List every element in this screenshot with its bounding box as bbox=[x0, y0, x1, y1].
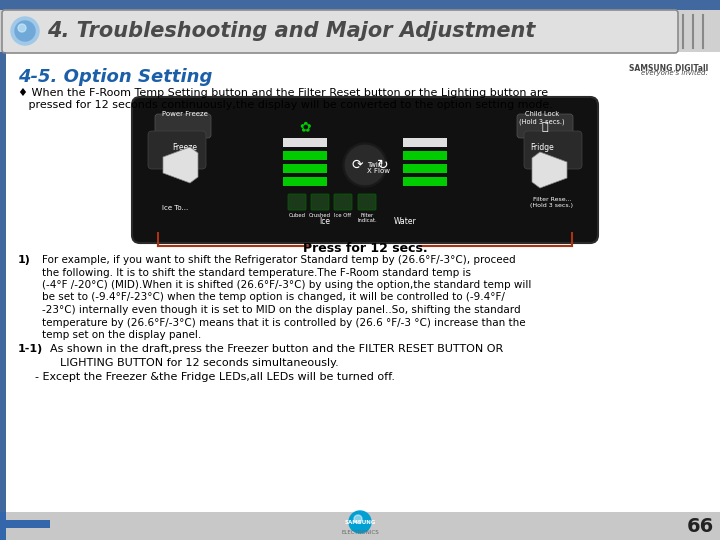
Circle shape bbox=[345, 145, 385, 185]
FancyBboxPatch shape bbox=[0, 0, 720, 10]
FancyBboxPatch shape bbox=[0, 52, 6, 512]
FancyBboxPatch shape bbox=[283, 177, 327, 186]
Text: Filter Rese...
(Hold 3 secs.): Filter Rese... (Hold 3 secs.) bbox=[531, 197, 574, 208]
FancyBboxPatch shape bbox=[155, 114, 211, 138]
Text: ↻: ↻ bbox=[377, 158, 389, 172]
Text: Water: Water bbox=[394, 217, 416, 226]
FancyBboxPatch shape bbox=[517, 114, 573, 138]
Text: 4. Troubleshooting and Major Adjustment: 4. Troubleshooting and Major Adjustment bbox=[47, 21, 536, 41]
Polygon shape bbox=[163, 147, 198, 183]
FancyBboxPatch shape bbox=[358, 194, 376, 210]
Text: temperature by (26.6°F/-3°C) means that it is controlled by (26.6 °F/-3 °C) incr: temperature by (26.6°F/-3°C) means that … bbox=[42, 318, 526, 327]
Text: ELECTRONICS: ELECTRONICS bbox=[341, 530, 379, 535]
Text: (-4°F /-20°C) (MID).When it is shifted (26.6°F/-3°C) by using the option,the sta: (-4°F /-20°C) (MID).When it is shifted (… bbox=[42, 280, 531, 290]
Text: Ice Off: Ice Off bbox=[335, 213, 351, 218]
Polygon shape bbox=[532, 152, 567, 188]
Text: - Except the Freezer &the Fridge LEDs,all LEDs will be turned off.: - Except the Freezer &the Fridge LEDs,al… bbox=[35, 372, 395, 381]
Text: Twin: Twin bbox=[367, 162, 382, 168]
Circle shape bbox=[15, 21, 35, 41]
Text: Crushed: Crushed bbox=[309, 213, 331, 218]
Text: Freeze: Freeze bbox=[173, 143, 197, 152]
Circle shape bbox=[11, 17, 39, 45]
FancyBboxPatch shape bbox=[403, 164, 447, 173]
FancyBboxPatch shape bbox=[403, 177, 447, 186]
Text: Child Lock
(Hold 3 secs.): Child Lock (Hold 3 secs.) bbox=[519, 111, 564, 125]
Text: ✿: ✿ bbox=[300, 120, 311, 134]
Text: -23°C) internally even though it is set to MID on the display panel..So, shiftin: -23°C) internally even though it is set … bbox=[42, 305, 521, 315]
FancyBboxPatch shape bbox=[0, 512, 6, 540]
Text: X Flow: X Flow bbox=[367, 168, 390, 174]
Text: temp set on the display panel.: temp set on the display panel. bbox=[42, 330, 202, 340]
FancyBboxPatch shape bbox=[288, 194, 306, 210]
Text: 🔒: 🔒 bbox=[541, 122, 549, 132]
Text: pressed for 12 seconds continuously,the display will be converted to the option : pressed for 12 seconds continuously,the … bbox=[18, 100, 553, 110]
Circle shape bbox=[18, 24, 26, 32]
FancyBboxPatch shape bbox=[0, 10, 720, 53]
FancyBboxPatch shape bbox=[283, 164, 327, 173]
Text: LIGHTING BUTTON for 12 seconds simultaneously.: LIGHTING BUTTON for 12 seconds simultane… bbox=[60, 357, 338, 368]
FancyBboxPatch shape bbox=[283, 151, 327, 160]
Text: everyone's invited.: everyone's invited. bbox=[642, 70, 708, 76]
Text: 4-5. Option Setting: 4-5. Option Setting bbox=[18, 68, 212, 86]
Text: 1): 1) bbox=[18, 255, 31, 265]
Text: the following. It is to shift the standard temperature.The F-Room standard temp : the following. It is to shift the standa… bbox=[42, 267, 471, 278]
Circle shape bbox=[354, 515, 362, 523]
Text: SAMSUNG DIGITall: SAMSUNG DIGITall bbox=[629, 64, 708, 73]
FancyBboxPatch shape bbox=[524, 131, 582, 169]
FancyBboxPatch shape bbox=[283, 138, 327, 147]
Text: be set to (-9.4°F/-23°C) when the temp option is changed, it will be controlled : be set to (-9.4°F/-23°C) when the temp o… bbox=[42, 293, 505, 302]
FancyBboxPatch shape bbox=[0, 520, 50, 528]
Text: As shown in the draft,press the Freezer button and the FILTER RESET BUTTON OR: As shown in the draft,press the Freezer … bbox=[50, 345, 503, 354]
Text: ♦ When the F-Room Temp Setting button and the Filter Reset button or the Lightin: ♦ When the F-Room Temp Setting button an… bbox=[18, 88, 548, 98]
Text: Filter
Indicat.: Filter Indicat. bbox=[357, 213, 377, 224]
FancyBboxPatch shape bbox=[132, 97, 598, 243]
Circle shape bbox=[343, 143, 387, 187]
Text: Fridge: Fridge bbox=[530, 143, 554, 152]
Text: Ice: Ice bbox=[320, 217, 330, 226]
Text: Cubed: Cubed bbox=[289, 213, 305, 218]
Text: SAMSUNG: SAMSUNG bbox=[344, 519, 376, 524]
Text: ⟳: ⟳ bbox=[351, 158, 363, 172]
Text: 1-1): 1-1) bbox=[18, 345, 43, 354]
Text: Power Freeze: Power Freeze bbox=[162, 111, 208, 117]
FancyBboxPatch shape bbox=[403, 138, 447, 147]
Text: Ice To...: Ice To... bbox=[162, 205, 188, 211]
FancyBboxPatch shape bbox=[0, 52, 720, 512]
FancyBboxPatch shape bbox=[403, 151, 447, 160]
Text: Press for 12 secs.: Press for 12 secs. bbox=[302, 242, 427, 255]
FancyBboxPatch shape bbox=[148, 131, 206, 169]
FancyBboxPatch shape bbox=[2, 10, 678, 53]
FancyBboxPatch shape bbox=[311, 194, 329, 210]
FancyBboxPatch shape bbox=[334, 194, 352, 210]
FancyBboxPatch shape bbox=[0, 512, 720, 540]
Circle shape bbox=[349, 511, 371, 533]
Text: For example, if you want to shift the Refrigerator Standard temp by (26.6°F/-3°C: For example, if you want to shift the Re… bbox=[42, 255, 516, 265]
Text: 66: 66 bbox=[686, 516, 714, 536]
